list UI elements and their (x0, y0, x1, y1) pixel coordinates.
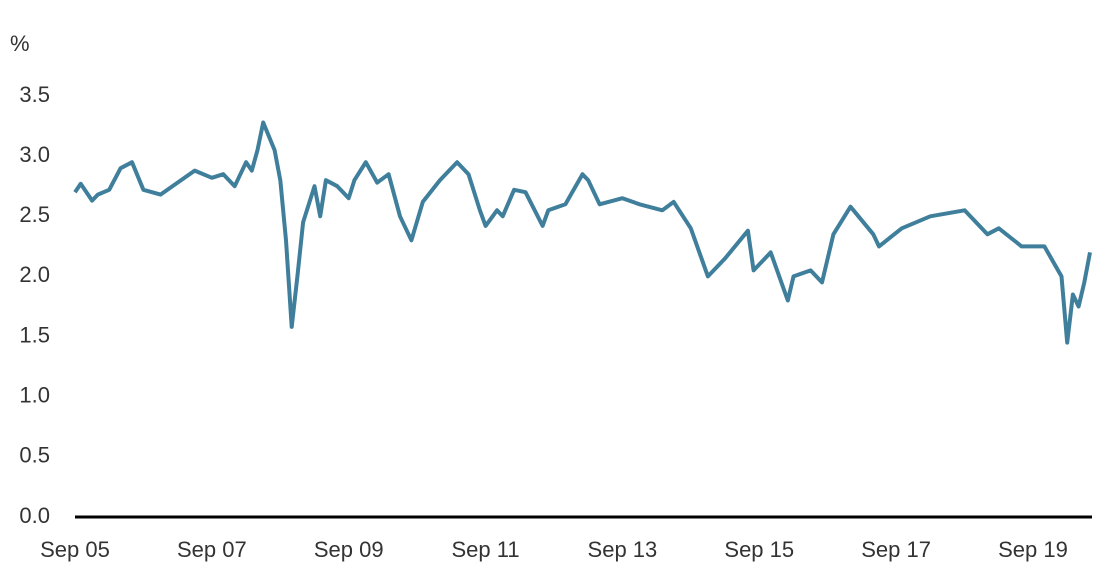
y-tick-label: 3.0 (19, 142, 50, 167)
x-tick-label: Sep 05 (40, 537, 110, 562)
x-tick-label: Sep 09 (314, 537, 384, 562)
x-tick-label: Sep 13 (588, 537, 658, 562)
y-axis-label: % (10, 31, 30, 56)
x-tick-label: Sep 15 (724, 537, 794, 562)
x-tick-label: Sep 19 (998, 537, 1068, 562)
x-tick-label: Sep 11 (452, 537, 520, 562)
y-tick-label: 2.5 (19, 202, 50, 227)
y-tick-label: 3.5 (19, 82, 50, 107)
x-tick-label: Sep 17 (861, 537, 931, 562)
x-tick-label: Sep 07 (177, 537, 247, 562)
y-tick-label: 1.5 (19, 322, 50, 347)
y-tick-label: 1.0 (19, 383, 50, 408)
data-line (73, 120, 1092, 345)
y-tick-label: 2.0 (19, 262, 50, 287)
y-tick-label: 0.5 (19, 443, 50, 468)
y-tick-label: 0.0 (19, 503, 50, 528)
